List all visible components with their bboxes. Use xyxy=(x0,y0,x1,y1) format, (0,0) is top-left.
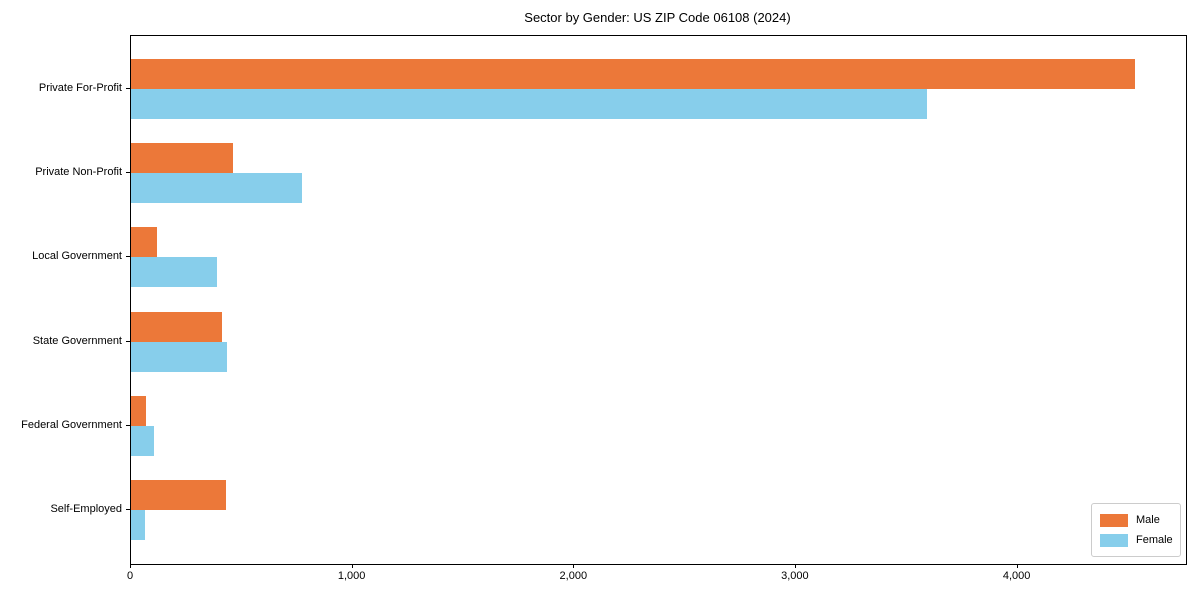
bar-female-self-employed xyxy=(131,510,145,540)
y-tick xyxy=(126,172,130,174)
x-axis-label-3-000: 3,000 xyxy=(781,570,809,582)
y-axis-label-self-employed: Self-Employed xyxy=(50,503,122,515)
x-axis-label-2-000: 2,000 xyxy=(559,570,588,582)
bar-female-private-non-profit xyxy=(131,173,302,204)
bar-female-federal-government xyxy=(131,425,155,456)
y-axis-label-federal-government: Federal Government xyxy=(21,418,122,431)
bar-male-private-non-profit xyxy=(131,143,233,174)
bar-male-state-government xyxy=(131,311,222,342)
y-axis-label-private-for-profit: Private For-Profit xyxy=(38,82,122,94)
y-axis-label-private-non-profit: Private Non-Profit xyxy=(35,166,122,179)
x-tick xyxy=(351,564,353,568)
legend-label-female: Female xyxy=(1136,533,1173,546)
chart-title: Sector by Gender: US ZIP Code 06108 (202… xyxy=(524,10,791,25)
x-axis-label-1-000: 1,000 xyxy=(337,570,366,582)
x-tick xyxy=(573,564,575,568)
y-tick xyxy=(126,424,130,426)
y-tick xyxy=(126,340,130,342)
plot-area: Male Female xyxy=(130,35,1187,565)
y-tick xyxy=(126,256,130,258)
legend-entry-male: Male xyxy=(1100,510,1176,530)
x-tick xyxy=(1016,564,1018,568)
x-tick xyxy=(130,564,131,568)
y-axis-label-state-government: State Government xyxy=(32,334,122,347)
legend-label-male: Male xyxy=(1136,513,1160,526)
bar-male-federal-government xyxy=(131,395,147,426)
bar-female-private-for-profit xyxy=(131,89,927,119)
bar-male-local-government xyxy=(131,227,158,258)
y-axis-label-local-government: Local Government xyxy=(32,250,122,263)
legend: Male Female xyxy=(1091,503,1181,557)
y-tick xyxy=(126,88,130,89)
x-tick xyxy=(794,564,796,568)
x-axis-label-0: 0 xyxy=(126,570,134,582)
legend-entry-female: Female xyxy=(1100,530,1176,550)
legend-swatch-male xyxy=(1100,513,1128,527)
bar-male-self-employed xyxy=(131,480,226,510)
y-tick xyxy=(126,509,130,510)
legend-swatch-female xyxy=(1100,533,1128,547)
x-axis-label-4-000: 4,000 xyxy=(1002,570,1031,582)
bar-female-state-government xyxy=(131,341,227,372)
bar-male-private-for-profit xyxy=(131,59,1135,89)
bar-female-local-government xyxy=(131,257,217,288)
